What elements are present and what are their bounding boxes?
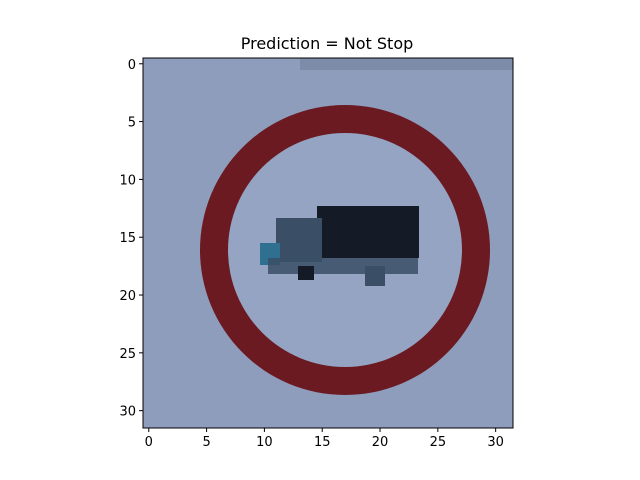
y-tick-label: 0 (128, 58, 136, 73)
traffic-sign-image (143, 58, 513, 428)
y-tick-label: 5 (128, 116, 136, 131)
x-tick-label: 0 (145, 435, 153, 450)
y-tick-label: 30 (119, 405, 136, 420)
x-tick-label: 10 (256, 435, 273, 450)
y-tick-label: 20 (119, 289, 136, 304)
truck-cab (276, 218, 322, 262)
y-tick-label: 10 (119, 173, 136, 188)
y-tick-label: 25 (119, 347, 136, 362)
truck-chassis (268, 258, 418, 274)
x-tick-label: 30 (487, 435, 504, 450)
x-tick-label: 25 (430, 435, 447, 450)
x-tick-label: 15 (314, 435, 331, 450)
truck-wheel (365, 266, 385, 286)
axes-frame (142, 57, 514, 429)
x-axis: 0 5 10 15 20 25 30 (145, 428, 504, 450)
truck-body (317, 206, 419, 258)
x-tick-label: 20 (372, 435, 389, 450)
figure-title: Prediction = Not Stop (241, 34, 414, 53)
image-top-edge (300, 58, 513, 70)
truck-wheel (298, 266, 314, 280)
x-tick-label: 5 (202, 435, 210, 450)
y-tick-label: 15 (119, 231, 136, 246)
y-axis: 0 5 10 15 20 25 30 (119, 58, 143, 420)
